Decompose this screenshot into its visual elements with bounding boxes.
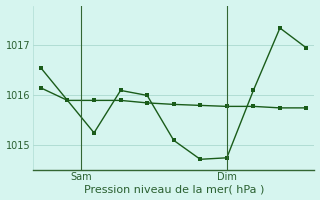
- X-axis label: Pression niveau de la mer( hPa ): Pression niveau de la mer( hPa ): [84, 184, 264, 194]
